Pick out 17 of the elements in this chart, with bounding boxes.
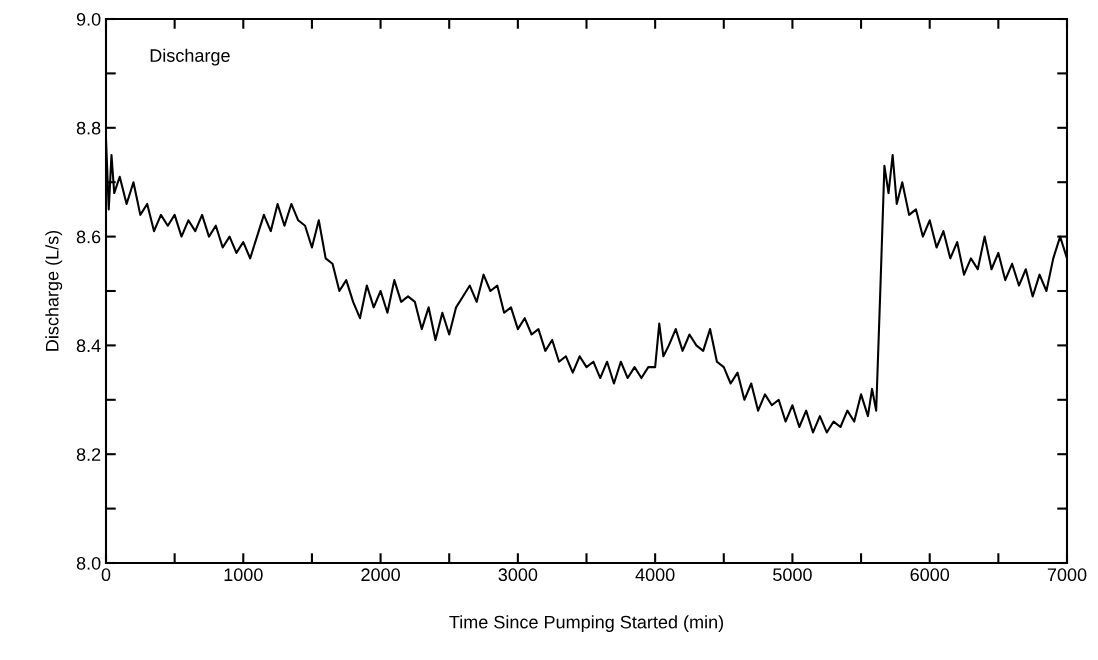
x-tick-label: 0 xyxy=(101,568,111,582)
y-tick-label: 8.6 xyxy=(76,230,101,244)
y-axis-title: Discharge (L/s) xyxy=(45,230,63,351)
x-tick-label: 1000 xyxy=(224,568,263,582)
y-tick-label: 9.0 xyxy=(76,12,101,26)
y-tick-label: 8.4 xyxy=(76,339,101,353)
x-tick-label: 6000 xyxy=(910,568,950,582)
x-tick-label: 5000 xyxy=(773,568,812,582)
x-tick-label: 3000 xyxy=(498,568,538,582)
x-axis-title: Time Since Pumping Started (min) xyxy=(449,615,724,633)
x-tick-label: 2000 xyxy=(361,568,400,582)
x-tick-label: 7000 xyxy=(1047,568,1087,582)
y-tick-label: 8.8 xyxy=(76,121,101,135)
y-tick-label: 8.2 xyxy=(76,448,101,461)
annotation: Discharge xyxy=(150,48,230,66)
y-tick-label: 8.0 xyxy=(76,556,101,570)
x-tick-label: 4000 xyxy=(635,568,675,582)
